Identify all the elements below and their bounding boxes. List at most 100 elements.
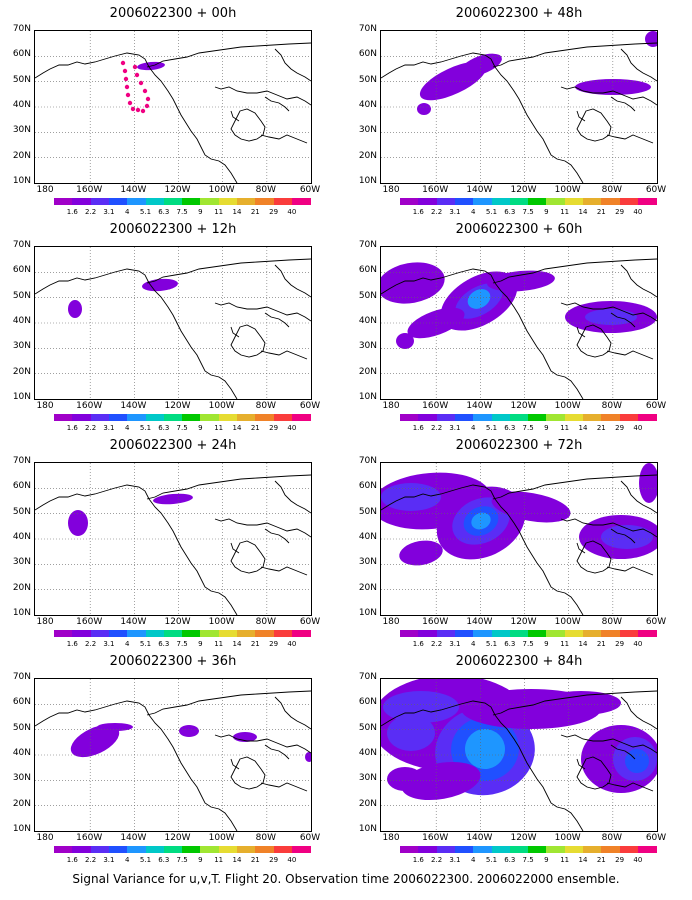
latitude-label: 50N	[358, 722, 377, 733]
colorbar-label: 11	[560, 208, 570, 216]
latitude-label: 60N	[12, 697, 31, 708]
longitude-label: 180	[36, 617, 54, 627]
coastline-0	[35, 484, 238, 615]
colorbar-label: 9	[198, 640, 203, 648]
colorbar-swatch	[54, 414, 73, 421]
coastline-2	[560, 518, 657, 538]
longitude-label: 120W	[164, 833, 191, 843]
coastline-7	[610, 312, 636, 328]
flight-track-point	[123, 76, 129, 82]
colorbar-label: 7.5	[176, 640, 188, 648]
variance-contour	[383, 691, 459, 723]
colorbar-label: 6.3	[158, 640, 170, 648]
flight-track-point	[138, 80, 144, 86]
colorbar-swatch	[108, 846, 128, 853]
coastline-4	[606, 782, 654, 792]
map-area	[380, 678, 658, 832]
colorbar-label: 5.1	[485, 424, 498, 432]
coastline-5	[576, 758, 586, 770]
colorbar-swatch	[127, 414, 146, 421]
colorbar-swatch	[255, 846, 275, 853]
colorbar-label: 14	[232, 856, 242, 864]
longitude-label: 160W	[422, 617, 449, 627]
colorbar-swatch	[491, 414, 511, 421]
colorbar-label: 29	[269, 424, 279, 432]
latitude-label: 50N	[358, 74, 377, 85]
colorbar-swatch	[163, 198, 183, 205]
colorbar-label: 14	[578, 208, 588, 216]
colorbar-swatch	[418, 414, 438, 421]
variance-contour	[396, 333, 414, 349]
latitude-label: 40N	[358, 100, 377, 110]
colorbar-label: 40	[633, 856, 643, 864]
map-svg	[35, 31, 311, 183]
latitude-label: 10N	[12, 176, 31, 186]
colorbar-label: 7.5	[522, 208, 534, 216]
map-area	[380, 30, 658, 184]
colorbar-label: 9	[544, 640, 549, 648]
colorbar-swatch	[255, 414, 275, 421]
colorbar-label: 6.3	[158, 208, 170, 216]
colorbar-label: 21	[596, 640, 606, 648]
colorbar-swatch	[237, 630, 256, 637]
longitude-label: 140W	[120, 833, 147, 843]
latitude-label: 60N	[12, 481, 31, 492]
latitude-label: 70N	[12, 240, 31, 250]
colorbar-label: 29	[615, 424, 625, 432]
longitude-label: 100W	[208, 185, 235, 195]
colorbar-label: 6.3	[158, 856, 170, 864]
longitude-label: 160W	[76, 617, 103, 627]
colorbar-swatch	[601, 414, 621, 421]
coastline-1	[492, 690, 657, 716]
map-svg	[35, 247, 311, 399]
coastline-5	[230, 326, 240, 338]
longitude-label: 140W	[120, 185, 147, 195]
map-svg	[35, 463, 311, 615]
longitude-label: 60W	[645, 401, 667, 411]
colorbar-swatch	[163, 846, 183, 853]
colorbar-swatch	[564, 846, 584, 853]
colorbar-swatch	[127, 630, 146, 637]
colorbar-swatch	[218, 198, 238, 205]
colorbar-swatch	[145, 414, 165, 421]
colorbar-label: 4	[124, 424, 130, 432]
coastline-3	[576, 108, 612, 142]
longitude-label: 180	[382, 185, 400, 195]
longitude-label: 140W	[120, 401, 147, 411]
latitude-label: 50N	[12, 506, 31, 517]
flight-track-point	[135, 107, 141, 113]
colorbar-label: 29	[615, 208, 625, 216]
longitude-label: 100W	[554, 185, 581, 195]
latitude-label: 60N	[358, 49, 377, 60]
colorbar-label: 5.1	[139, 424, 152, 432]
colorbar-swatch	[491, 846, 511, 853]
colorbar-label: 7.5	[522, 640, 534, 648]
flight-track-point	[140, 108, 146, 114]
flight-track-point	[125, 92, 131, 98]
latitude-label: 60N	[358, 265, 377, 276]
flight-track-point	[122, 68, 128, 74]
coastline-0	[35, 268, 238, 399]
longitude-label: 60W	[645, 833, 667, 843]
colorbar-swatch	[509, 414, 529, 421]
variance-contour	[585, 309, 637, 325]
colorbar-swatch	[72, 414, 92, 421]
colorbar-label: 21	[250, 424, 260, 432]
coastline-6	[274, 264, 311, 298]
latitude-label: 40N	[12, 100, 31, 110]
latitude-label: 40N	[12, 532, 31, 542]
longitude-label: 100W	[554, 833, 581, 843]
variance-contour	[68, 510, 88, 536]
colorbar-label: 29	[269, 856, 279, 864]
colorbar-swatch	[528, 846, 547, 853]
variance-contour	[387, 715, 435, 751]
map-area	[34, 30, 312, 184]
map-area	[34, 246, 312, 400]
colorbar-swatch	[163, 414, 183, 421]
map-svg	[381, 679, 657, 831]
panel-title: 2006022300 + 24h	[109, 438, 237, 453]
colorbar-label: 11	[560, 424, 570, 432]
coastline-7	[264, 96, 290, 112]
colorbar-swatch	[436, 198, 456, 205]
colorbar-label: 40	[287, 640, 297, 648]
